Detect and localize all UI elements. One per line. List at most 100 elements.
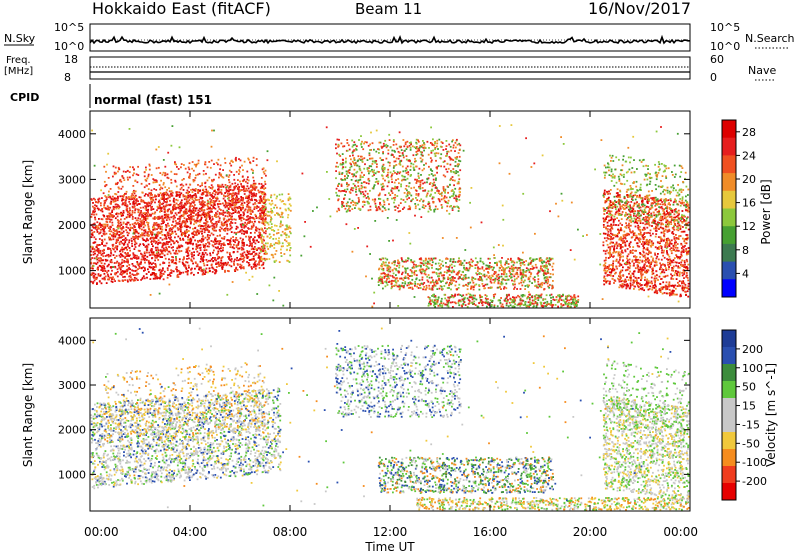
data-cell xyxy=(369,205,372,208)
data-cell xyxy=(173,241,176,244)
data-cell xyxy=(447,150,450,153)
data-cell xyxy=(94,226,97,228)
data-cell xyxy=(382,272,384,275)
data-cell xyxy=(430,288,433,291)
data-cell xyxy=(161,238,164,241)
data-cell xyxy=(230,237,232,240)
data-cell xyxy=(208,230,210,232)
data-cell xyxy=(537,280,540,283)
data-cell xyxy=(235,266,238,269)
data-cell xyxy=(210,204,213,207)
noise-right-tick-top: 10^5 xyxy=(710,21,740,34)
data-cell xyxy=(197,192,200,194)
data-cell xyxy=(391,197,393,200)
data-cell xyxy=(273,247,276,249)
data-cell xyxy=(247,157,250,160)
data-cell xyxy=(397,157,400,160)
data-cell xyxy=(210,258,213,261)
data-cell xyxy=(161,256,163,258)
data-cell xyxy=(235,244,238,247)
data-cell xyxy=(382,177,385,180)
data-cell xyxy=(99,257,102,259)
data-cell xyxy=(244,221,247,224)
data-cell xyxy=(391,192,394,194)
data-cell xyxy=(402,170,405,173)
data-cell xyxy=(508,267,511,270)
data-cell xyxy=(156,256,158,259)
data-cell xyxy=(187,230,190,232)
data-cell xyxy=(280,252,282,254)
data-cell xyxy=(129,279,132,282)
data-cell xyxy=(174,262,177,264)
data-cell xyxy=(121,242,124,245)
data-cell xyxy=(188,191,191,193)
data-cell xyxy=(141,232,143,235)
data-cell xyxy=(111,215,113,218)
data-cell xyxy=(206,208,209,211)
data-cell xyxy=(376,180,378,183)
data-cell xyxy=(155,233,158,236)
data-cell xyxy=(289,232,292,235)
data-cell xyxy=(93,257,96,260)
data-cell xyxy=(194,204,196,206)
data-cell xyxy=(471,265,474,267)
data-cell xyxy=(117,207,120,210)
data-cell xyxy=(362,176,364,178)
data-cell xyxy=(135,202,138,204)
data-cell xyxy=(131,205,134,208)
data-cell xyxy=(200,203,202,206)
data-cell xyxy=(281,224,284,227)
data-cell xyxy=(281,212,284,214)
data-cell xyxy=(175,192,178,195)
data-cell xyxy=(107,177,110,179)
data-cell xyxy=(159,172,162,174)
data-cell xyxy=(382,142,385,145)
data-cell xyxy=(143,269,145,272)
data-cell xyxy=(137,279,139,281)
data-cell xyxy=(133,203,136,206)
data-cell xyxy=(406,194,409,197)
data-cell xyxy=(384,285,387,288)
data-cell xyxy=(535,266,538,269)
data-cell xyxy=(263,231,265,234)
data-cell xyxy=(176,223,179,226)
data-cell xyxy=(412,265,415,268)
data-cell xyxy=(416,153,419,155)
data-cell xyxy=(125,199,127,202)
data-cell xyxy=(164,192,167,194)
data-cell xyxy=(156,209,158,212)
data-cell xyxy=(246,185,249,188)
data-cell xyxy=(248,217,251,220)
data-cell xyxy=(444,201,447,203)
data-cell xyxy=(253,264,256,267)
data-cell xyxy=(203,227,205,230)
data-cell xyxy=(203,214,205,216)
data-cell xyxy=(165,237,168,240)
data-cell xyxy=(142,243,145,245)
data-cell xyxy=(446,170,449,173)
data-cell xyxy=(463,259,466,262)
data-cell xyxy=(124,270,126,273)
data-cell xyxy=(251,267,253,270)
data-cell xyxy=(248,201,251,204)
data-cell xyxy=(213,207,215,209)
data-cell xyxy=(161,228,163,231)
data-cell xyxy=(180,223,183,226)
data-cell xyxy=(170,269,172,272)
data-cell xyxy=(393,181,396,184)
data-cell xyxy=(185,261,187,263)
data-cell xyxy=(221,223,224,225)
data-cell xyxy=(434,147,437,149)
data-cell xyxy=(186,220,189,223)
data-cell xyxy=(517,267,520,269)
data-cell xyxy=(229,184,232,187)
data-cell xyxy=(205,243,207,245)
data-cell xyxy=(102,249,105,252)
data-cell xyxy=(391,154,394,156)
data-cell xyxy=(406,273,409,275)
data-cell xyxy=(217,246,219,248)
data-cell xyxy=(408,142,411,144)
data-cell xyxy=(236,198,239,201)
data-cell xyxy=(150,236,152,239)
data-cell xyxy=(422,260,425,262)
